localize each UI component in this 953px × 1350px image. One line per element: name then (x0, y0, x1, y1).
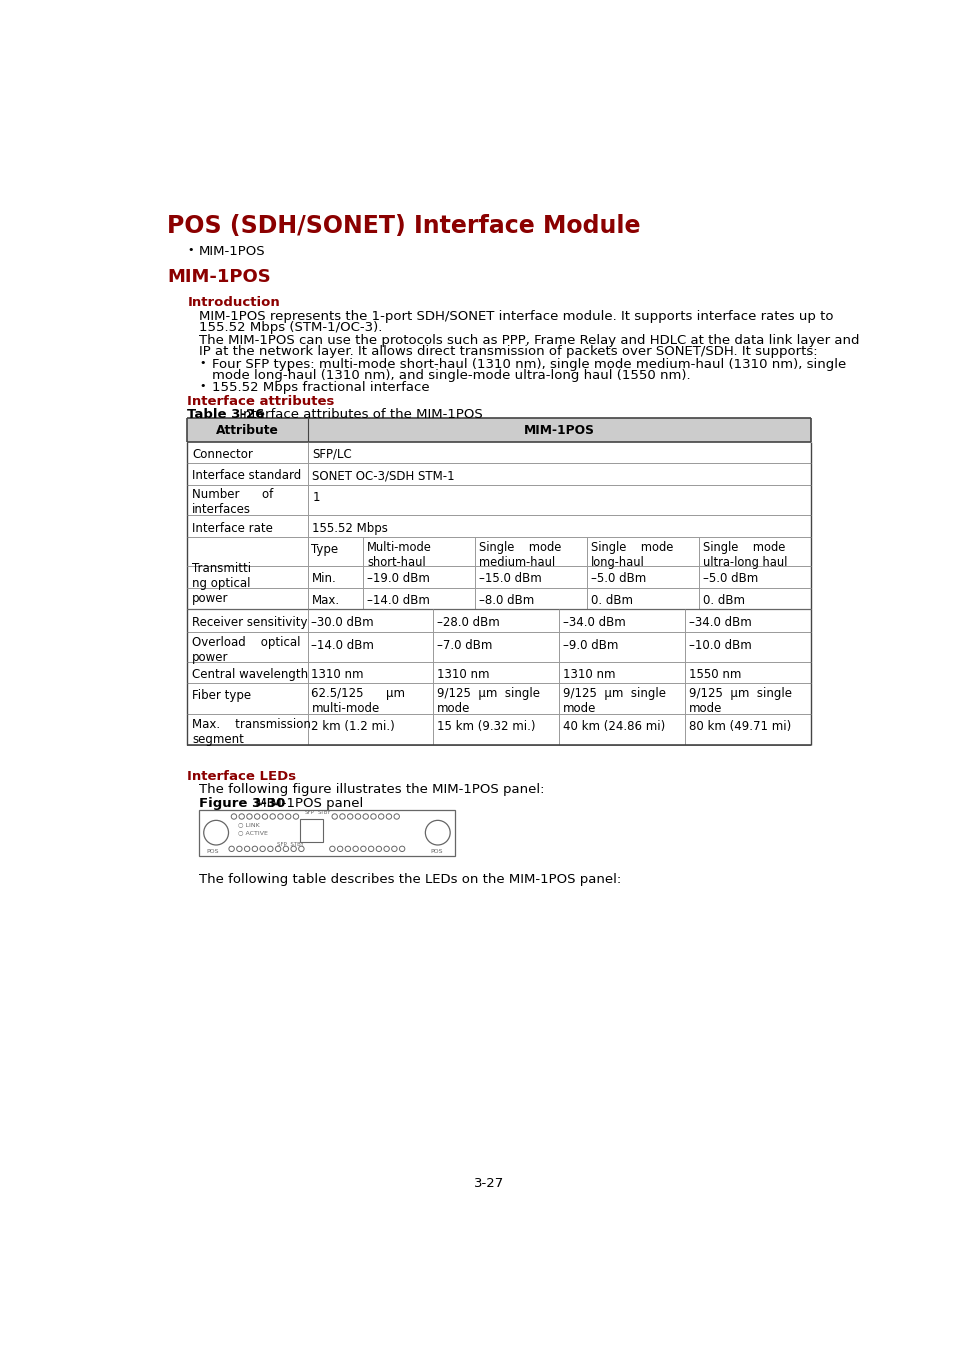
Text: Single    mode
ultra-long haul: Single mode ultra-long haul (702, 541, 786, 568)
Text: The following table describes the LEDs on the MIM-1POS panel:: The following table describes the LEDs o… (199, 872, 620, 886)
Text: Receiver sensitivity: Receiver sensitivity (192, 616, 307, 629)
Text: mode long-haul (1310 nm), and single-mode ultra-long haul (1550 nm).: mode long-haul (1310 nm), and single-mod… (212, 369, 690, 382)
Bar (187, 418, 810, 441)
Text: 1310 nm: 1310 nm (436, 668, 489, 680)
Text: MIM-1POS: MIM-1POS (523, 424, 594, 437)
Text: Type: Type (311, 543, 338, 556)
Text: –28.0 dBm: –28.0 dBm (436, 616, 499, 629)
Text: –14.0 dBm: –14.0 dBm (367, 594, 430, 608)
Text: –34.0 dBm: –34.0 dBm (562, 616, 625, 629)
Text: Figure 3-30: Figure 3-30 (199, 798, 285, 810)
Text: SONET OC-3/SDH STM-1: SONET OC-3/SDH STM-1 (312, 470, 455, 482)
Text: STBY: STBY (317, 810, 331, 815)
Text: 155.52 Mbps: 155.52 Mbps (312, 521, 388, 535)
Text: Single    mode
long-haul: Single mode long-haul (590, 541, 673, 568)
Text: Transmitti
ng optical
power: Transmitti ng optical power (192, 563, 251, 605)
Text: –15.0 dBm: –15.0 dBm (478, 572, 541, 586)
Text: 1310 nm: 1310 nm (562, 668, 615, 680)
Text: –10.0 dBm: –10.0 dBm (688, 639, 751, 652)
Text: MIM-1POS represents the 1-port SDH/SONET interface module. It supports interface: MIM-1POS represents the 1-port SDH/SONET… (199, 310, 833, 323)
Text: 9/125  μm  single
mode: 9/125 μm single mode (436, 687, 539, 716)
Text: 2 km (1.2 mi.): 2 km (1.2 mi.) (311, 721, 395, 733)
Text: –7.0 dBm: –7.0 dBm (436, 639, 492, 652)
Text: 0. dBm: 0. dBm (590, 594, 632, 608)
Text: –5.0 dBm: –5.0 dBm (702, 572, 757, 586)
Bar (299, 819, 323, 842)
Text: MIM-1POS: MIM-1POS (167, 269, 271, 286)
Text: Introduction: Introduction (187, 296, 280, 309)
Text: Interface standard: Interface standard (192, 470, 301, 482)
Text: Central wavelength: Central wavelength (192, 668, 308, 680)
Text: 1310 nm: 1310 nm (311, 668, 363, 680)
Text: –8.0 dBm: –8.0 dBm (478, 594, 534, 608)
Text: 155.52 Mbps (STM-1/OC-3).: 155.52 Mbps (STM-1/OC-3). (199, 321, 382, 335)
Text: Interface rate: Interface rate (192, 521, 273, 535)
Text: Single    mode
medium-haul: Single mode medium-haul (478, 541, 560, 568)
Text: Four SFP types: multi-mode short-haul (1310 nm), single mode medium-haul (1310 n: Four SFP types: multi-mode short-haul (1… (212, 358, 845, 371)
Text: ○ ACTIVE: ○ ACTIVE (237, 830, 268, 836)
Text: IP at the network layer. It allows direct transmission of packets over SONET/SDH: IP at the network layer. It allows direc… (199, 346, 817, 358)
Text: Interface LEDs: Interface LEDs (187, 769, 296, 783)
Text: Overload    optical
power: Overload optical power (192, 636, 300, 664)
Text: POS: POS (206, 849, 218, 853)
Text: •: • (199, 382, 205, 391)
Text: The MIM-1POS can use the protocols such as PPP, Frame Relay and HDLC at the data: The MIM-1POS can use the protocols such … (199, 333, 859, 347)
Text: SFP: SFP (304, 810, 314, 815)
Text: Max.: Max. (311, 594, 339, 608)
Text: –30.0 dBm: –30.0 dBm (311, 616, 374, 629)
Bar (199, 810, 455, 856)
Text: –5.0 dBm: –5.0 dBm (590, 572, 645, 586)
Text: 40 km (24.86 mi): 40 km (24.86 mi) (562, 721, 664, 733)
Text: ○ LINK: ○ LINK (237, 822, 259, 828)
Text: 62.5/125      μm
multi-mode: 62.5/125 μm multi-mode (311, 687, 405, 716)
Text: Max.    transmission
segment: Max. transmission segment (192, 718, 311, 747)
Text: Fiber type: Fiber type (192, 690, 251, 702)
Text: Interface attributes of the MIM-1POS: Interface attributes of the MIM-1POS (235, 409, 483, 421)
Text: 1: 1 (312, 491, 319, 504)
Text: Interface attributes: Interface attributes (187, 396, 335, 408)
Text: 9/125  μm  single
mode: 9/125 μm single mode (688, 687, 791, 716)
Text: MIM-1POS: MIM-1POS (199, 246, 266, 258)
Text: 155.52 Mbps fractional interface: 155.52 Mbps fractional interface (212, 382, 430, 394)
Text: POS (SDH/SONET) Interface Module: POS (SDH/SONET) Interface Module (167, 215, 640, 239)
Text: MIM-1POS panel: MIM-1POS panel (251, 798, 363, 810)
Text: POS: POS (430, 849, 442, 853)
Text: •: • (199, 358, 205, 367)
Text: •: • (187, 246, 193, 255)
Text: 80 km (49.71 mi): 80 km (49.71 mi) (688, 721, 790, 733)
Text: SFP/LC: SFP/LC (312, 448, 352, 460)
Text: 15 km (9.32 mi.): 15 km (9.32 mi.) (436, 721, 536, 733)
Text: Table 3-26: Table 3-26 (187, 409, 265, 421)
Text: Attribute: Attribute (215, 424, 278, 437)
Text: –14.0 dBm: –14.0 dBm (311, 639, 374, 652)
Text: –34.0 dBm: –34.0 dBm (688, 616, 751, 629)
Text: Connector: Connector (192, 448, 253, 460)
Text: –19.0 dBm: –19.0 dBm (367, 572, 430, 586)
Text: 3-27: 3-27 (474, 1177, 503, 1189)
Text: 9/125  μm  single
mode: 9/125 μm single mode (562, 687, 665, 716)
Text: Multi-mode
short-haul: Multi-mode short-haul (367, 541, 432, 568)
Text: 1550 nm: 1550 nm (688, 668, 740, 680)
Text: 0. dBm: 0. dBm (702, 594, 744, 608)
Text: Number      of
interfaces: Number of interfaces (192, 489, 274, 517)
Text: –9.0 dBm: –9.0 dBm (562, 639, 618, 652)
Text: The following figure illustrates the MIM-1POS panel:: The following figure illustrates the MIM… (199, 783, 544, 796)
Text: SFP  STBY: SFP STBY (277, 842, 304, 846)
Text: Min.: Min. (311, 572, 335, 586)
